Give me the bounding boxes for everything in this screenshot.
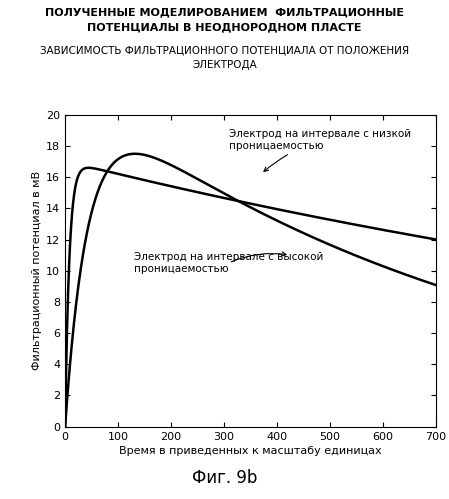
Text: ЗАВИСИМОСТЬ ФИЛЬТРАЦИОННОГО ПОТЕНЦИАЛА ОТ ПОЛОЖЕНИЯ: ЗАВИСИМОСТЬ ФИЛЬТРАЦИОННОГО ПОТЕНЦИАЛА О… (40, 45, 409, 55)
Text: Электрод на интервале с высокой
проницаемостью: Электрод на интервале с высокой проницае… (134, 252, 323, 274)
Text: Электрод на интервале с низкой
проницаемостью: Электрод на интервале с низкой проницаем… (229, 129, 411, 171)
Text: ЭЛЕКТРОДА: ЭЛЕКТРОДА (192, 60, 257, 70)
X-axis label: Время в приведенных к масштабу единицах: Время в приведенных к масштабу единицах (119, 446, 382, 456)
Text: Фиг. 9b: Фиг. 9b (192, 469, 257, 487)
Text: ПОТЕНЦИАЛЫ В НЕОДНОРОДНОМ ПЛАСТЕ: ПОТЕНЦИАЛЫ В НЕОДНОРОДНОМ ПЛАСТЕ (87, 22, 362, 32)
Y-axis label: Фильтрационный потенциал в мВ: Фильтрационный потенциал в мВ (32, 171, 42, 370)
Text: ПОЛУЧЕННЫЕ МОДЕЛИРОВАНИЕМ  ФИЛЬТРАЦИОННЫЕ: ПОЛУЧЕННЫЕ МОДЕЛИРОВАНИЕМ ФИЛЬТРАЦИОННЫЕ (45, 7, 404, 17)
